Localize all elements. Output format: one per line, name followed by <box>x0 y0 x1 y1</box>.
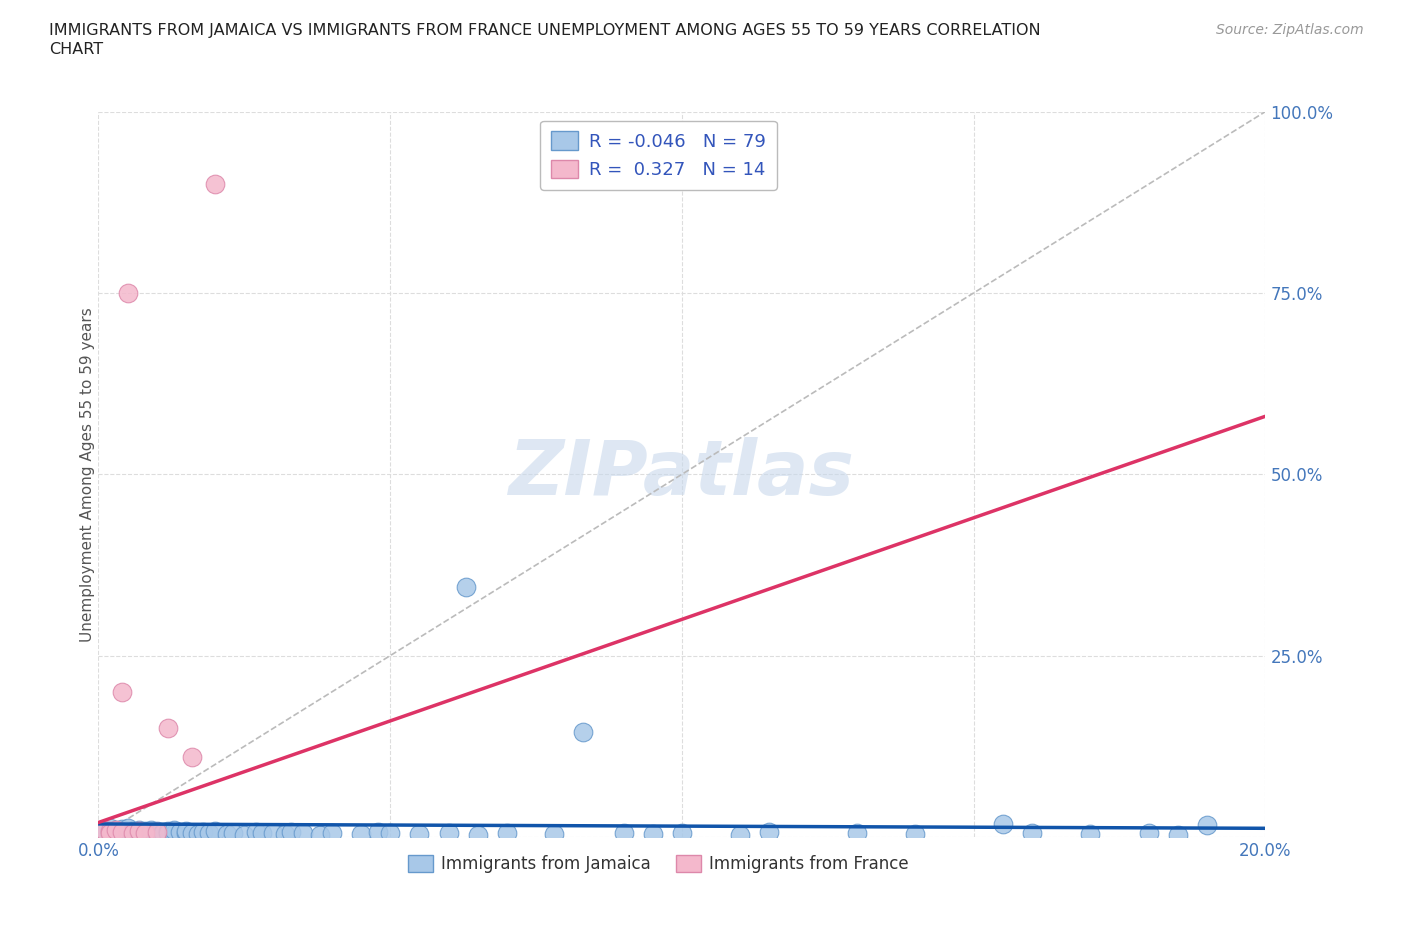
Point <box>245 825 267 840</box>
Point <box>612 825 634 840</box>
Point <box>117 821 139 836</box>
Point <box>262 825 284 840</box>
Point <box>321 825 343 840</box>
Point <box>104 823 127 838</box>
Point <box>122 826 145 841</box>
Point <box>291 826 314 841</box>
Y-axis label: Unemployment Among Ages 55 to 59 years: Unemployment Among Ages 55 to 59 years <box>80 307 94 642</box>
Point <box>139 825 162 840</box>
Point <box>117 823 139 838</box>
Point <box>221 825 243 840</box>
Point <box>122 824 145 839</box>
Point <box>139 826 162 841</box>
Point <box>122 827 145 842</box>
Point <box>163 823 186 838</box>
Point <box>134 824 156 839</box>
Point <box>98 824 121 839</box>
Point <box>146 827 169 842</box>
Point <box>93 822 115 837</box>
Legend: Immigrants from Jamaica, Immigrants from France: Immigrants from Jamaica, Immigrants from… <box>401 848 915 880</box>
Point <box>215 827 238 842</box>
Point <box>111 824 134 839</box>
Point <box>1137 826 1160 841</box>
Point <box>122 825 145 840</box>
Point <box>146 825 169 840</box>
Point <box>163 827 186 842</box>
Point <box>128 822 150 837</box>
Point <box>233 828 256 843</box>
Point <box>157 721 180 736</box>
Point <box>128 824 150 839</box>
Point <box>169 825 191 840</box>
Point <box>104 823 127 838</box>
Point <box>496 826 519 841</box>
Point <box>111 828 134 843</box>
Point <box>1195 818 1218 833</box>
Point <box>117 826 139 841</box>
Point <box>98 825 121 840</box>
Point <box>571 724 593 739</box>
Point <box>846 826 869 841</box>
Point <box>98 821 121 836</box>
Point <box>134 827 156 842</box>
Point <box>128 825 150 840</box>
Point <box>1167 828 1189 843</box>
Point <box>117 825 139 840</box>
Point <box>730 828 752 843</box>
Point <box>104 826 127 841</box>
Point <box>543 827 565 842</box>
Point <box>437 825 460 840</box>
Point <box>146 825 169 840</box>
Point <box>111 684 134 699</box>
Point <box>193 825 215 840</box>
Point <box>671 826 693 841</box>
Point <box>111 821 134 836</box>
Point <box>758 825 780 840</box>
Point <box>174 824 197 839</box>
Point <box>367 825 389 840</box>
Point <box>180 825 202 840</box>
Point <box>134 825 156 840</box>
Point <box>157 824 180 839</box>
Point <box>117 286 139 300</box>
Point <box>350 827 373 842</box>
Point <box>180 750 202 764</box>
Point <box>111 825 134 840</box>
Point <box>904 827 927 842</box>
Point <box>104 825 127 840</box>
Point <box>204 824 226 839</box>
Point <box>454 579 477 594</box>
Point <box>309 828 332 843</box>
Point <box>128 826 150 841</box>
Point <box>98 827 121 842</box>
Point <box>146 824 169 839</box>
Point <box>198 826 221 841</box>
Point <box>98 824 121 839</box>
Point <box>174 826 197 841</box>
Point <box>152 825 174 840</box>
Point <box>380 826 402 841</box>
Point <box>274 827 297 842</box>
Point <box>134 825 156 840</box>
Point <box>467 828 489 843</box>
Point <box>139 823 162 838</box>
Point <box>157 825 180 840</box>
Point <box>204 177 226 192</box>
Point <box>408 827 430 842</box>
Point <box>991 817 1014 831</box>
Text: Source: ZipAtlas.com: Source: ZipAtlas.com <box>1216 23 1364 37</box>
Point <box>187 827 209 842</box>
Point <box>1021 825 1043 840</box>
Point <box>1080 827 1102 842</box>
Text: ZIPatlas: ZIPatlas <box>509 437 855 512</box>
Point <box>280 825 302 840</box>
Point <box>111 825 134 840</box>
Point <box>93 822 115 837</box>
Point <box>152 826 174 841</box>
Point <box>93 826 115 841</box>
Point <box>250 826 273 841</box>
Text: IMMIGRANTS FROM JAMAICA VS IMMIGRANTS FROM FRANCE UNEMPLOYMENT AMONG AGES 55 TO : IMMIGRANTS FROM JAMAICA VS IMMIGRANTS FR… <box>49 23 1040 38</box>
Point <box>641 827 664 842</box>
Text: CHART: CHART <box>49 42 103 57</box>
